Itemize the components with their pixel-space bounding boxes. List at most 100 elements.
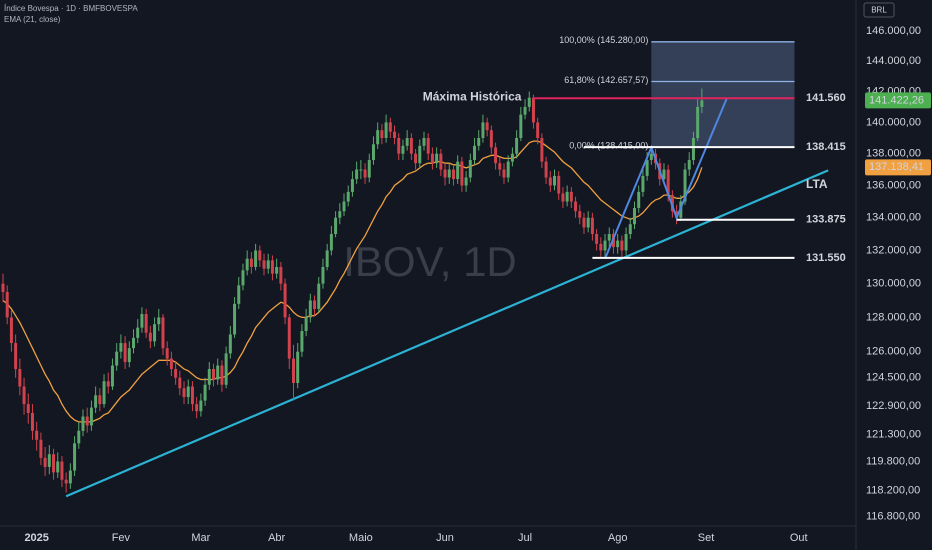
candle-body (342, 201, 346, 212)
fib-label: 100,00% (145.280,00) (559, 35, 648, 45)
y-tick-label: 144.000,00 (866, 55, 921, 67)
candle-body (435, 153, 439, 164)
candle-body (489, 130, 493, 148)
candle-body (161, 317, 165, 349)
candle-body (628, 224, 632, 235)
candle-body (451, 169, 455, 180)
candle-body (350, 179, 354, 192)
y-tick-label: 124.500,00 (866, 372, 921, 384)
fib-label: 0,00% (138.415,00) (569, 141, 648, 151)
candle-body (405, 137, 409, 146)
candle-body (649, 153, 653, 161)
candle-body (102, 381, 106, 405)
candle-body (287, 317, 291, 359)
candle-body (73, 443, 77, 471)
y-tick-label: 128.000,00 (866, 311, 921, 323)
candle-body (578, 211, 582, 218)
candle-body (199, 400, 203, 412)
candle-body (47, 454, 51, 467)
x-tick-label: Set (698, 532, 715, 544)
candle-body (56, 461, 60, 473)
candle-body (447, 169, 451, 178)
candle-body (153, 324, 157, 342)
candle-body (380, 130, 384, 138)
candle-body (548, 177, 552, 186)
candle-body (165, 348, 169, 359)
candle-body (426, 137, 430, 154)
candle-body (557, 175, 561, 194)
candle-body (9, 317, 13, 344)
candle-body (590, 217, 594, 235)
y-tick-label: 132.000,00 (866, 244, 921, 256)
candle-body (540, 137, 544, 162)
candle-body (60, 461, 64, 480)
y-tick-label: 134.000,00 (866, 212, 921, 224)
candle-body (515, 137, 519, 154)
candle-body (637, 191, 641, 208)
candle-body (376, 130, 380, 145)
candle-body (127, 348, 131, 363)
candle-body (94, 395, 98, 408)
x-tick-label: Abr (268, 532, 285, 544)
level-label: 133.875 (806, 214, 846, 226)
candle-body (241, 270, 245, 286)
pattern-line (604, 97, 729, 260)
candle-body (98, 395, 102, 405)
candle-body (510, 153, 514, 162)
candle-body (52, 454, 56, 473)
candle-body (691, 137, 695, 161)
level-name: Máxima Histórica (423, 89, 522, 103)
candle-body (464, 177, 468, 186)
candle-body (616, 240, 620, 248)
candle-body (157, 317, 161, 325)
candle-body (110, 365, 114, 387)
x-tick-label: Jun (436, 532, 454, 544)
candle-body (296, 351, 300, 383)
level-label: 131.550 (806, 252, 846, 264)
candle-body (334, 217, 338, 235)
candle-body (195, 404, 199, 412)
currency-box[interactable] (863, 2, 895, 18)
candle-body (409, 137, 413, 154)
candle-body (43, 457, 47, 467)
y-tick-label: 136.000,00 (866, 179, 921, 191)
candle-body (439, 153, 443, 170)
candle-body (338, 211, 342, 218)
candle-body (26, 404, 30, 413)
indicator-label: EMA (21, close) (4, 15, 61, 24)
y-tick-label: 116.800,00 (866, 511, 920, 523)
candle-body (279, 266, 283, 284)
x-tick-label: Mar (191, 532, 210, 544)
candle-body (140, 314, 144, 328)
candle-body (136, 327, 140, 338)
candle-body (675, 211, 679, 218)
candle-body (401, 145, 405, 154)
candle-body (119, 343, 123, 352)
candle-body (574, 201, 578, 212)
candle-body (317, 283, 321, 309)
candle-body (178, 377, 182, 389)
currency[interactable]: BRL (871, 6, 887, 15)
candle-body (371, 144, 375, 161)
candle-body (228, 334, 232, 354)
candle-body (393, 131, 397, 138)
x-tick-label: Ago (608, 532, 628, 544)
y-tick-label: 146.000,00 (866, 25, 921, 37)
candle-body (220, 365, 224, 385)
candle-body (363, 169, 367, 178)
y-tick-label: 122.900,00 (866, 400, 921, 412)
candle-body (321, 266, 325, 284)
candle-body (553, 175, 557, 186)
candle-body (414, 153, 418, 164)
candle-body (123, 343, 127, 363)
candle-body (329, 234, 333, 251)
y-tick-label: 138.000,00 (866, 148, 921, 160)
candle-body (258, 250, 262, 261)
candle-body (190, 386, 194, 405)
candle-body (64, 479, 68, 484)
fib-label: 61,80% (142.657,57) (564, 75, 648, 85)
candle-body (527, 97, 531, 107)
candle-body (77, 430, 81, 444)
candle-body (304, 317, 308, 332)
